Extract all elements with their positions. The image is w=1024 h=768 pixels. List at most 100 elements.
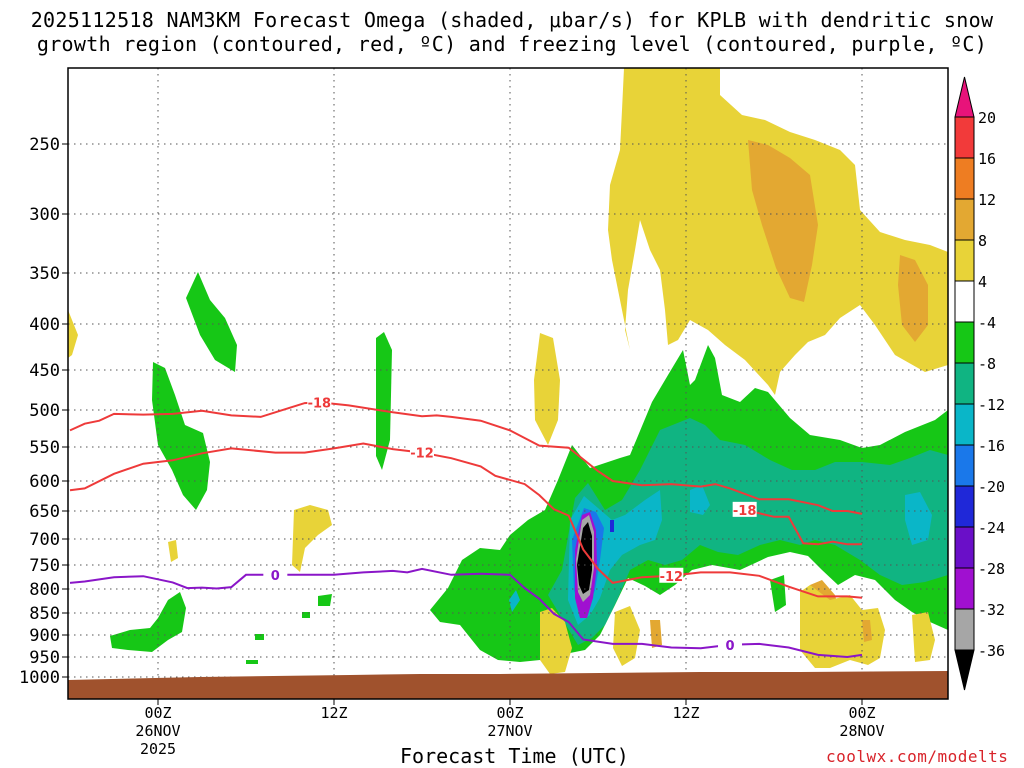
y-tick-label: 250	[29, 135, 60, 155]
contour-label-dgz_minus12: -12	[410, 447, 434, 462]
yellow-lowlevel-right	[800, 585, 885, 668]
y-tick-label: 850	[29, 604, 60, 624]
contour-label-freezing: 0	[725, 639, 734, 654]
chart-title-line1: 2025112518 NAM3KM Forecast Omega (shaded…	[30, 8, 994, 32]
y-tick-label: 900	[29, 626, 60, 646]
contour-label-dgz_minus18: -18	[308, 396, 332, 411]
x-tick-label: 00Z	[496, 704, 523, 722]
green-tiny-c	[246, 660, 258, 664]
colorbar-block	[954, 567, 975, 610]
x-tick-date: 27NOV	[487, 722, 532, 740]
green-tiny-a	[318, 594, 332, 606]
y-tick-label: 600	[29, 472, 60, 492]
colorbar-label: -36	[978, 642, 1005, 660]
yellow-ridge-upper	[655, 95, 672, 175]
y-tick-label: 1000	[19, 668, 60, 688]
colorbar-block	[954, 157, 975, 200]
colorbar-block	[954, 526, 975, 569]
orange-upper-far-right	[898, 255, 928, 342]
colorbar-block	[954, 321, 975, 364]
orange-lowlevel-right2	[862, 620, 872, 642]
x-axis-title: Forecast Time (UTC)	[400, 744, 629, 768]
contour-label-bg	[410, 444, 434, 460]
y-tick-label: 450	[29, 361, 60, 381]
orange-upper-right	[748, 140, 818, 302]
blue-tiny-mark	[610, 520, 614, 532]
colorbar-label: -8	[978, 355, 996, 373]
y-tick-label: 400	[29, 315, 60, 335]
x-tick-label: 00Z	[848, 704, 875, 722]
contour-freezing	[69, 567, 863, 659]
contour-label-minus18_right: -18	[733, 504, 757, 519]
colorbar-label: -24	[978, 519, 1005, 537]
colorbar-block	[954, 239, 975, 282]
black-core	[577, 522, 592, 594]
ground-surface	[68, 671, 948, 699]
colorbar-block	[954, 485, 975, 528]
y-tick-label: 750	[29, 556, 60, 576]
x-tick-label: 12Z	[672, 704, 699, 722]
colorbar-label: -28	[978, 560, 1005, 578]
yellow-lowlevel-far-right	[912, 612, 935, 662]
y-tick-label: 350	[29, 264, 60, 284]
colorbar-label: -4	[978, 314, 996, 332]
colorbar-block	[954, 280, 975, 323]
orange-lowlevel-mid	[650, 620, 662, 648]
colorbar-label: 16	[978, 150, 996, 168]
colorbar-label: -12	[978, 396, 1005, 414]
colorbar-label: 12	[978, 191, 996, 209]
colorbar-label: 4	[978, 273, 987, 291]
colorbar-block	[954, 362, 975, 405]
colorbar-bottom-arrow	[954, 649, 975, 691]
y-tick-label: 950	[29, 648, 60, 668]
colorbar-label: -16	[978, 437, 1005, 455]
colorbar-block	[954, 198, 975, 241]
x-tick-date: 26NOV	[135, 722, 180, 740]
teal-cell	[548, 418, 948, 645]
blue-tiny-mark-left	[509, 590, 520, 612]
colorbar: 20 16 12 8 4 -4 -8 -12 -16 -20 -24 -28 -32 -36	[954, 76, 1005, 691]
omega-shading-layer	[68, 68, 948, 674]
yellow-lowlevel-mid	[613, 606, 640, 666]
contour-label-bg	[659, 567, 684, 583]
x-tick-year: 2025	[140, 740, 176, 758]
contour-layer: -18 -12 -12 -18 0 0	[69, 394, 863, 659]
y-tick-label: 500	[29, 401, 60, 421]
y-tick-label: 300	[29, 205, 60, 225]
chart-title-line2: growth region (contoured, red, ºC) and f…	[36, 32, 988, 56]
colorbar-block	[954, 403, 975, 446]
colorbar-label: 20	[978, 109, 996, 127]
contour-label-bg	[307, 394, 332, 410]
colorbar-block	[954, 444, 975, 487]
green-spike-mid	[376, 332, 392, 470]
credit-link[interactable]: coolwx.com/modelts	[826, 747, 1009, 766]
y-tick-label: 700	[29, 530, 60, 550]
colorbar-block	[954, 608, 975, 651]
y-axis: 2503003504004505005506006507007508008509…	[19, 135, 68, 688]
green-tiny-b	[255, 634, 264, 640]
yellow-cell-near-2700	[534, 333, 560, 445]
green-cell-left-upper	[152, 362, 210, 510]
colorbar-label: 8	[978, 232, 987, 250]
x-tick-date: 28NOV	[839, 722, 884, 740]
contour-label-bg	[732, 501, 757, 517]
yellow-cell-mid	[292, 505, 332, 572]
yellow-small-left	[168, 540, 178, 562]
cyan-cell-mid	[690, 485, 710, 515]
y-tick-label: 550	[29, 438, 60, 458]
colorbar-label: -20	[978, 478, 1005, 496]
x-tick-label: 12Z	[320, 704, 347, 722]
plot-border	[67, 67, 949, 700]
colorbar-top-arrow	[954, 76, 975, 118]
green-cell-left-lower	[110, 592, 186, 652]
contour-label-bg	[263, 566, 288, 582]
cyan-cell-right	[905, 492, 932, 545]
green-cell-topleft-blob	[186, 272, 237, 372]
contour-label-dgz_minus12: -12	[660, 570, 684, 585]
contour-label-bg	[718, 636, 742, 652]
colorbar-label: -32	[978, 601, 1005, 619]
contour-minus18_right	[744, 508, 862, 546]
y-tick-label: 650	[29, 502, 60, 522]
